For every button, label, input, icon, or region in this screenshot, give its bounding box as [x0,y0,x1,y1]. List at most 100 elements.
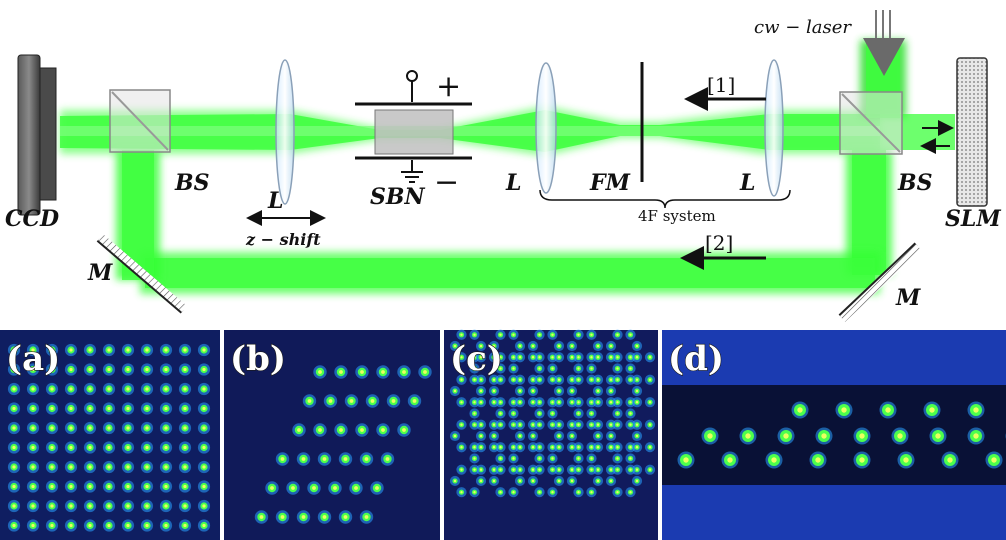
lattice-spot-core [473,423,476,426]
lattice-spot-core [145,387,149,391]
lattice-spot-core [629,446,632,449]
lattice-spot-core [479,356,483,359]
lattice-spot-core [460,468,463,471]
lattice-spot-core [339,370,343,374]
lattice-spot-core [499,423,502,426]
four-f-brace [539,189,791,209]
lattice-spot-core [126,504,130,508]
lattice-spot-core [31,367,35,372]
lattice-spot-core [499,412,502,415]
lattice-spot-core [577,468,580,471]
lattice-spot-core [473,333,476,336]
lattice-spot-core [385,457,390,461]
panel-c-honeycomb-lattice: (c) [444,329,658,540]
lattice-spot-core [551,356,554,359]
lattice-spot-core [259,515,264,519]
lattice-spot-core [991,457,997,463]
panel-d-ribbon-lattice: (d) [662,330,1006,540]
lattice-spot-core [202,367,206,372]
lattice-spot-core [570,389,574,393]
lattice-spot-core [551,367,554,370]
lattice-spot-core [616,356,619,359]
lattice-spot-core [648,423,652,426]
lattice-spot-core [629,457,632,460]
lattice-spot-core [609,401,613,404]
lattice-spot-core [635,344,639,348]
main-beam-core [60,126,880,136]
mirror-left [96,234,187,314]
lattice-spot-core [453,344,457,348]
lattice-spot-core [648,468,652,471]
lattice-spot-core [492,401,496,404]
lattice-spot-core [609,446,613,449]
lattice-spot-core [145,465,149,469]
lattice-spot-core [107,348,111,352]
lattice-spot-core [538,378,541,381]
lattice-spot-core [69,504,73,508]
lattice-spot-core [499,457,502,460]
lattice-spot-core [596,389,600,393]
lattice-spot-core [590,491,593,494]
lattice-spot-core [473,468,476,471]
lattice-spot-core [745,433,751,439]
lattice-spot-core [31,504,35,508]
lattice-spot-core [492,378,496,381]
path2-label: [2] [705,231,733,255]
lattice-spot-core [616,423,619,426]
mirror-right-label: M [895,285,921,311]
lattice-spot-core [460,423,463,426]
lattice-spot-core [164,465,168,469]
lattice-spot-core [492,389,496,393]
lattice-spot-core [12,523,16,528]
lattice-spot-core [145,484,149,489]
lattice-spot-core [538,468,541,471]
lattice-spot-core [499,446,502,449]
lattice-spot-core [473,457,476,460]
lattice-spot-core [50,426,54,430]
lattice-spot-core [570,423,574,426]
lattice-spot-core [557,423,561,426]
lattice-spot-core [557,356,561,359]
lattice-spot-core [107,484,111,489]
lattice-spot-core [551,412,554,415]
lattice-spot-core [343,457,348,461]
lattice-spot-core [88,406,92,411]
lattice-spot-core [596,378,600,381]
lattice-spot-core [126,348,130,352]
lattice-spot-core [88,484,92,489]
lattice-spot-core [635,356,639,359]
lattice-spot-core [423,370,427,374]
lattice-spot-core [126,445,130,450]
lattice-spot-core [577,333,580,336]
lattice-spot-core [577,356,580,359]
lattice-spot-core [512,457,515,460]
lens-left-label: L [267,188,283,214]
lattice-spot-core [88,445,92,450]
lattice-spot-core [69,484,73,489]
lattice-spot-core [616,333,619,336]
lattice-spot-core [903,457,909,463]
lattice-spot-core [538,446,541,449]
lattice-spot-core [183,523,187,528]
minus-sign: − [434,165,459,200]
lattice-spot-core [280,515,285,519]
lattice-spot-core [322,515,327,519]
lattice-spot-core [492,468,496,471]
lattice-spot-core [570,468,574,471]
lattice-spot-core [531,389,535,393]
lattice-spot-core [364,457,369,461]
lattice-spot-core [69,523,73,528]
lattice-spot-core [370,399,375,403]
lattice-spot-core [69,348,73,352]
lattice-spot-core [12,484,16,489]
lattice-spot-core [164,367,168,372]
lattice-spot-core [339,428,343,432]
lattice-spot-core [557,468,561,471]
lattice-spot-core [479,446,483,449]
lattice-spot-core [50,387,54,391]
lattice-spot-core [531,401,535,404]
lattice-spot-core [492,423,496,426]
lattice-spot-core [164,484,168,489]
lattice-spot-core [797,407,803,413]
